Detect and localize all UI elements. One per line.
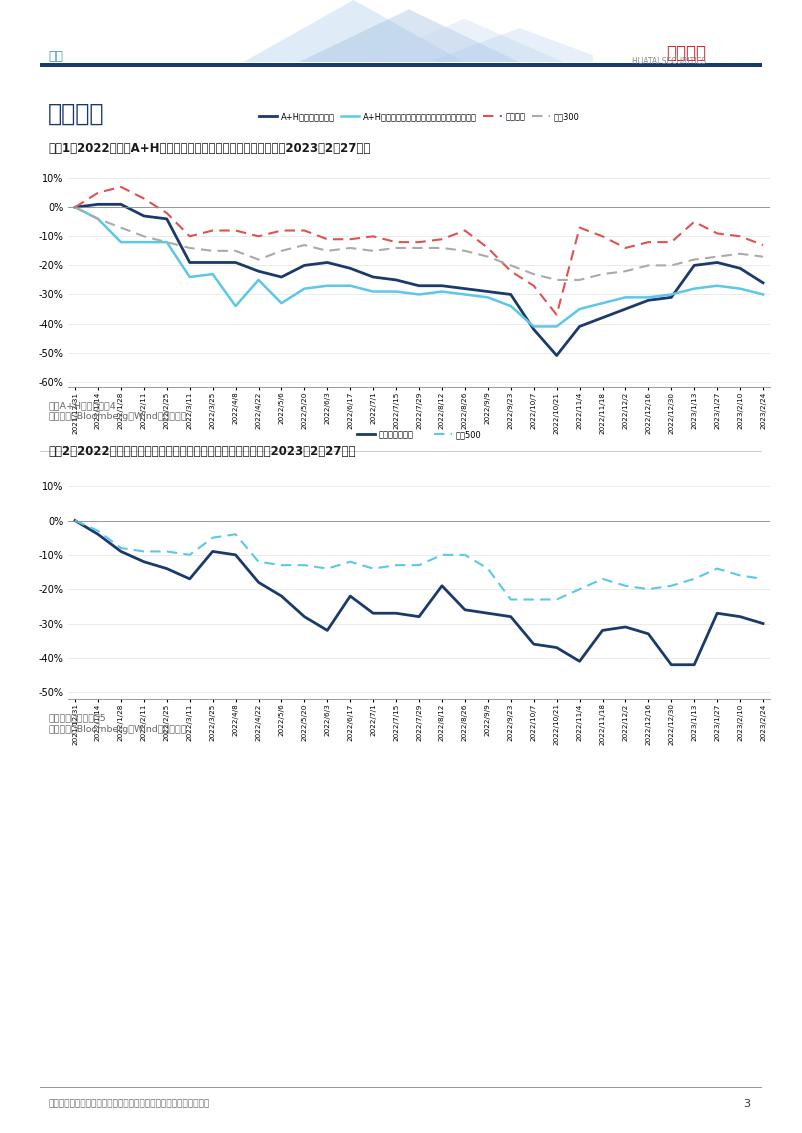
Polygon shape [298,9,520,62]
Text: 科技: 科技 [48,50,63,63]
Text: 主要图表: 主要图表 [48,102,104,126]
Text: 资料来源：Bloomberg，Wind，华泰研究: 资料来源：Bloomberg，Wind，华泰研究 [48,725,187,734]
Text: 3: 3 [743,1099,750,1109]
Text: 注：A+H公司对应图4: 注：A+H公司对应图4 [48,401,115,410]
Legend: A+H元宇宙相关公司, A+H元宇宙相关公司（不包括腾讯、阿里巴巴）, 恒生指数, 沪深300: A+H元宇宙相关公司, A+H元宇宙相关公司（不包括腾讯、阿里巴巴）, 恒生指数… [256,109,582,125]
Polygon shape [365,19,564,62]
Text: 免责声明和披露以及分析师声明是报告的一部分，请务必一起阅读。: 免责声明和披露以及分析师声明是报告的一部分，请务必一起阅读。 [48,1099,209,1108]
Text: 资料来源：Bloomberg，Wind，华泰研究: 资料来源：Bloomberg，Wind，华泰研究 [48,412,187,421]
Text: 图表1：2022年以来A+H元宇宙相关公司合计市值变动幅度（截至2023年2月27日）: 图表1：2022年以来A+H元宇宙相关公司合计市值变动幅度（截至2023年2月2… [48,142,371,154]
Text: 图表2：2022年以来海外元宇宙相关公司合计市值变动幅度（截至2023年2月27日）: 图表2：2022年以来海外元宇宙相关公司合计市值变动幅度（截至2023年2月27… [48,445,355,458]
Polygon shape [427,28,612,62]
Text: 注：海外公司对应图5: 注：海外公司对应图5 [48,714,106,723]
Text: HUATAI SECURITIES: HUATAI SECURITIES [632,57,706,66]
Legend: 海外元宇宙公司, 标普500: 海外元宇宙公司, 标普500 [353,427,485,443]
Polygon shape [243,0,464,62]
Text: 华泰证券: 华泰证券 [666,44,706,62]
